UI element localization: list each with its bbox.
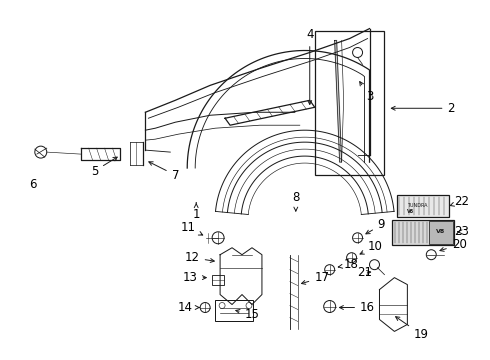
Text: 6: 6 [29,179,37,192]
Text: 8: 8 [292,192,299,211]
Text: 12: 12 [185,251,214,264]
Text: V8: V8 [436,229,445,234]
Bar [212,275,224,285]
Text: 23: 23 [454,225,468,238]
Bar [392,220,454,245]
Text: 5: 5 [91,157,117,177]
Text: 18: 18 [338,258,359,271]
Text: 20: 20 [440,238,466,251]
Text: 16: 16 [340,301,375,314]
Text: 14: 14 [178,301,199,314]
Text: 22: 22 [450,195,468,208]
Bar [315,31,385,175]
Text: 7: 7 [149,162,179,181]
Text: 13: 13 [183,271,206,284]
Text: 3: 3 [360,82,373,103]
Bar [215,300,253,321]
Text: 21: 21 [357,266,372,279]
Bar [429,221,453,244]
Bar [397,195,449,217]
Text: 4: 4 [306,28,314,104]
Text: 19: 19 [395,317,429,341]
Text: 1: 1 [193,203,200,221]
Text: 17: 17 [301,271,329,284]
Text: V8: V8 [407,210,415,214]
Text: 11: 11 [181,221,203,235]
Text: TUNDRA: TUNDRA [407,203,428,208]
Text: 10: 10 [360,240,383,254]
Text: 2: 2 [392,102,455,115]
Text: 9: 9 [366,218,385,234]
Polygon shape [335,41,342,162]
Text: 15: 15 [236,308,259,321]
